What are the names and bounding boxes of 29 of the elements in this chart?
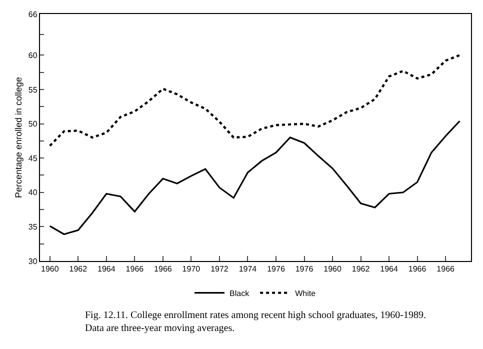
y-tick-label: 30 xyxy=(28,256,38,266)
x-tick-label: 1960 xyxy=(324,264,342,274)
line-series xyxy=(49,120,460,236)
y-tick-label: 55 xyxy=(28,85,38,94)
y-tick-label: 45 xyxy=(28,154,38,163)
x-tick-label: 1960 xyxy=(40,264,60,274)
legend-label: Black xyxy=(230,288,250,298)
x-tick-label: 1962 xyxy=(69,264,88,274)
x-tick-label: 1972 xyxy=(210,264,229,274)
y-axis-title: Percentage enrolled in college xyxy=(14,76,24,198)
x-tick-label: 1966 xyxy=(126,264,144,274)
y-tick-label: 35 xyxy=(28,222,38,232)
line-series xyxy=(48,54,461,147)
x-tick-label: 1966 xyxy=(408,264,427,274)
y-tick-label: 66 xyxy=(28,10,38,19)
x-tick-label: 1962 xyxy=(352,264,370,274)
x-tick-label: 1964 xyxy=(380,264,398,274)
x-tick-label: 1964 xyxy=(98,264,116,274)
x-tick-label: 1966 xyxy=(154,264,172,274)
x-tick-label: 1974 xyxy=(238,264,258,274)
y-tick-label: 60 xyxy=(28,50,38,60)
y-tick-label: 50 xyxy=(28,120,38,129)
y-tick-label: 40 xyxy=(28,188,38,198)
x-tick-label: 1976 xyxy=(295,264,314,274)
legend-label: White xyxy=(295,288,316,298)
x-tick-label: 1970 xyxy=(182,264,201,274)
x-tick-label: 1966 xyxy=(436,264,456,274)
x-tick-label: 1976 xyxy=(267,264,286,274)
caption: Fig. 12.11. College enrollment rates among recent high school graduates, 1960-1989. Data are three-year moving averages. xyxy=(85,310,426,334)
